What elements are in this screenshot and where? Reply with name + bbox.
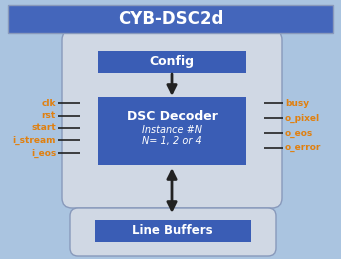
FancyBboxPatch shape [98, 97, 246, 165]
Text: rst: rst [42, 112, 56, 120]
Text: Line Buffers: Line Buffers [132, 225, 212, 238]
Text: i_eos: i_eos [31, 148, 56, 157]
Text: CYB-DSC2d: CYB-DSC2d [118, 10, 223, 28]
FancyBboxPatch shape [70, 208, 276, 256]
FancyBboxPatch shape [95, 220, 251, 242]
FancyBboxPatch shape [62, 30, 282, 208]
Text: N= 1, 2 or 4: N= 1, 2 or 4 [142, 136, 202, 146]
Text: Instance #N: Instance #N [142, 125, 202, 135]
Text: Config: Config [149, 55, 194, 68]
Text: clk: clk [42, 98, 56, 107]
Text: i_stream: i_stream [13, 135, 56, 145]
Text: busy: busy [285, 98, 309, 107]
Text: DSC Decoder: DSC Decoder [127, 110, 218, 123]
FancyBboxPatch shape [8, 5, 333, 33]
Text: o_pixel: o_pixel [285, 113, 320, 123]
Text: start: start [31, 124, 56, 133]
Text: o_eos: o_eos [285, 128, 313, 138]
Text: o_error: o_error [285, 143, 321, 153]
FancyBboxPatch shape [98, 51, 246, 73]
